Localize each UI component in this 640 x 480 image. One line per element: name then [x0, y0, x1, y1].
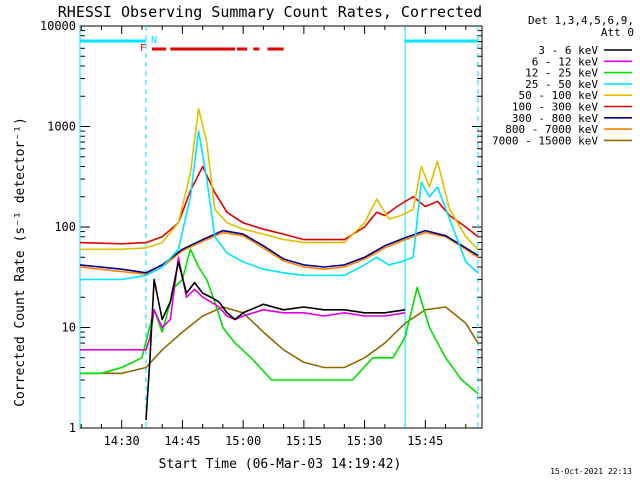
- plot-frame: [79, 25, 483, 429]
- x-tick-label: 14:45: [164, 434, 200, 448]
- y-tick-label: 1: [69, 421, 76, 435]
- legend-label-8: 7000 - 15000 keV: [492, 134, 598, 147]
- x-tick-label: 14:30: [104, 434, 140, 448]
- legend-label-5: 100 - 300 keV: [512, 101, 598, 114]
- series-line-4: [80, 108, 479, 251]
- series-line-0: [145, 261, 406, 421]
- legend-header-line-2: Att 0: [601, 26, 634, 39]
- x-tick-label: 15:15: [286, 434, 322, 448]
- series-line-8: [80, 306, 479, 375]
- chart-title: RHESSI Observing Summary Count Rates, Co…: [58, 3, 482, 21]
- series-group: [80, 108, 479, 421]
- y-axis-label: Corrected Count Rate (s⁻¹ detector⁻¹): [13, 117, 28, 407]
- legend-label-3: 25 - 50 keV: [525, 78, 598, 91]
- y-tick-label: 10000: [40, 19, 76, 33]
- x-tick-label: 15:30: [347, 434, 383, 448]
- x-tick-label: 15:45: [407, 434, 443, 448]
- x-axis-label: Start Time (06-Mar-03 14:19:42): [159, 457, 402, 472]
- legend-label-2: 12 - 25 keV: [525, 67, 598, 80]
- series-line-1: [80, 256, 406, 351]
- legend-label-0: 3 - 6 keV: [538, 44, 598, 57]
- series-line-2: [80, 248, 479, 395]
- series-line-3: [80, 130, 479, 281]
- legend-label-7: 800 - 7000 keV: [505, 123, 598, 136]
- legend-label-1: 6 - 12 keV: [532, 55, 599, 68]
- y-tick-label: 10: [62, 321, 76, 335]
- series-line-6: [80, 229, 479, 274]
- night-flag-label: N: [151, 35, 157, 46]
- flare-flag-label: F: [140, 43, 146, 54]
- x-tick-label: 15:00: [225, 434, 261, 448]
- timestamp: 15-Oct-2021 22:13: [550, 467, 632, 476]
- legend-label-6: 300 - 800 keV: [512, 112, 598, 125]
- legend-header-line-1: Det 1,3,4,5,6,9,: [528, 14, 634, 27]
- y-tick-label: 100: [54, 220, 76, 234]
- y-tick-label: 1000: [47, 120, 76, 134]
- legend-label-4: 50 - 100 keV: [519, 89, 599, 102]
